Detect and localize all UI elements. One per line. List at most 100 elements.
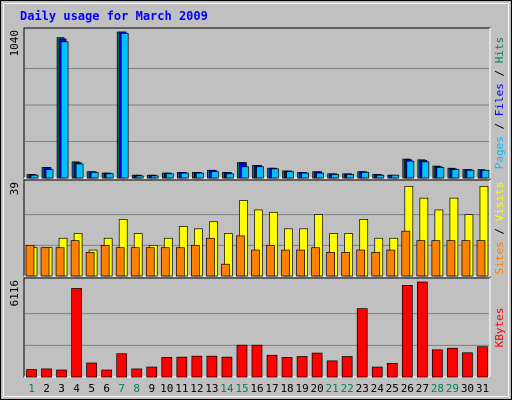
x-tick-label: 22 <box>341 382 354 395</box>
bar-pages <box>165 173 174 179</box>
bar-pages <box>211 171 219 179</box>
x-tick-label: 21 <box>326 382 339 395</box>
bar-kbytes <box>221 356 233 378</box>
bar-kbytes <box>131 368 143 378</box>
bar-kbytes <box>477 346 488 378</box>
bar-kbytes <box>341 356 353 378</box>
x-tick-label: 1 <box>28 382 35 395</box>
bar-sites <box>446 240 456 277</box>
x-tick-label: 18 <box>280 382 293 395</box>
bar-sites <box>55 247 65 277</box>
bar-pages <box>466 169 475 179</box>
bar-pages <box>60 41 69 179</box>
bar-sites <box>221 263 230 277</box>
x-tick-label: 3 <box>58 382 65 395</box>
bar-sites <box>326 252 335 277</box>
bar-sites <box>251 249 260 277</box>
bar-pages <box>105 173 114 179</box>
bar-sites <box>70 240 80 277</box>
bar-pages <box>226 173 234 179</box>
x-tick-label: 7 <box>118 382 125 395</box>
x-tick-label: 8 <box>133 382 140 395</box>
bar-pages <box>30 174 39 179</box>
bar-pages <box>361 172 370 179</box>
bar-pages <box>376 174 385 179</box>
x-tick-label: 29 <box>446 382 459 395</box>
bar-kbytes <box>191 355 203 378</box>
bar-sites <box>145 247 155 277</box>
kbytes-panel: 6116 <box>8 277 491 378</box>
x-tick-label: 12 <box>190 382 203 395</box>
legend-files: Files <box>493 83 506 116</box>
x-tick-label: 28 <box>431 382 444 395</box>
bar-sites <box>371 252 381 277</box>
bar-pages <box>436 167 445 179</box>
legend-sites: Sites <box>493 241 506 274</box>
x-tick-label: 24 <box>371 382 385 395</box>
bar-kbytes <box>176 356 188 378</box>
bar-sites <box>236 235 245 277</box>
bar-kbytes <box>311 352 323 378</box>
legend-hits: Pages / Files / Hits <box>493 37 506 170</box>
x-tick-label: 23 <box>356 382 369 395</box>
x-tick-label: 31 <box>476 382 489 395</box>
x-tick-label: 4 <box>73 382 80 395</box>
legend-hits: Hits <box>493 37 506 64</box>
bar-pages <box>421 161 430 179</box>
x-tick-label: 17 <box>265 382 278 395</box>
bar-pages <box>316 172 324 179</box>
x-tick-label: 20 <box>311 382 324 395</box>
bar-kbytes <box>296 356 308 378</box>
bar-sites <box>461 240 471 277</box>
bar-pages <box>135 175 144 179</box>
bar-sites <box>341 252 351 277</box>
bar-kbytes <box>447 347 458 378</box>
x-tick-label: 15 <box>235 382 248 395</box>
bar-pages <box>75 163 84 179</box>
bar-pages <box>241 166 249 179</box>
legend-visits: Sites / Visits <box>493 182 506 275</box>
bar-sites <box>25 244 35 277</box>
bar-kbytes <box>416 281 428 378</box>
bar-pages <box>331 174 339 179</box>
bar-pages <box>150 175 159 179</box>
x-tick-label: 13 <box>205 382 218 395</box>
bar-pages <box>196 172 204 179</box>
right-legends: Pages / Files / Hits Sites / Visits KBytes <box>493 37 506 348</box>
bar-pages <box>481 169 490 179</box>
x-tick-label: 19 <box>295 382 308 395</box>
bar-pages <box>346 174 355 179</box>
bar-sites <box>175 247 185 277</box>
x-tick-label: 10 <box>160 382 173 395</box>
legend-pages: Pages <box>493 136 506 169</box>
x-tick-label: 11 <box>175 382 188 395</box>
bar-sites <box>40 247 50 277</box>
x-tick-label: 27 <box>416 382 429 395</box>
bar-kbytes <box>71 288 82 378</box>
bar-kbytes <box>26 369 37 378</box>
visits-sites-panel: 39 <box>8 179 491 277</box>
bar-kbytes <box>401 285 413 378</box>
bar-sites <box>281 249 290 277</box>
legend-visits: Visits <box>493 182 506 222</box>
bar-sites <box>100 244 110 277</box>
inner-frame <box>3 3 509 397</box>
bar-sites <box>191 244 200 277</box>
bar-sites <box>476 240 486 277</box>
bar-kbytes <box>371 366 383 378</box>
y-max-label: 6116 <box>8 280 21 307</box>
bar-sites <box>296 249 305 277</box>
bar-pages <box>286 171 294 179</box>
bar-sites <box>130 247 140 277</box>
bar-sites <box>416 240 426 277</box>
bar-kbytes <box>161 357 173 378</box>
legend-separator: / <box>493 116 506 136</box>
bar-kbytes <box>146 366 158 378</box>
x-tick-label: 2 <box>43 382 50 395</box>
bar-kbytes <box>116 353 128 378</box>
bar-kbytes <box>462 352 473 378</box>
bar-sites <box>356 249 366 277</box>
bar-pages <box>391 174 400 179</box>
legend-separator: / <box>493 221 506 241</box>
bar-pages <box>301 172 309 179</box>
